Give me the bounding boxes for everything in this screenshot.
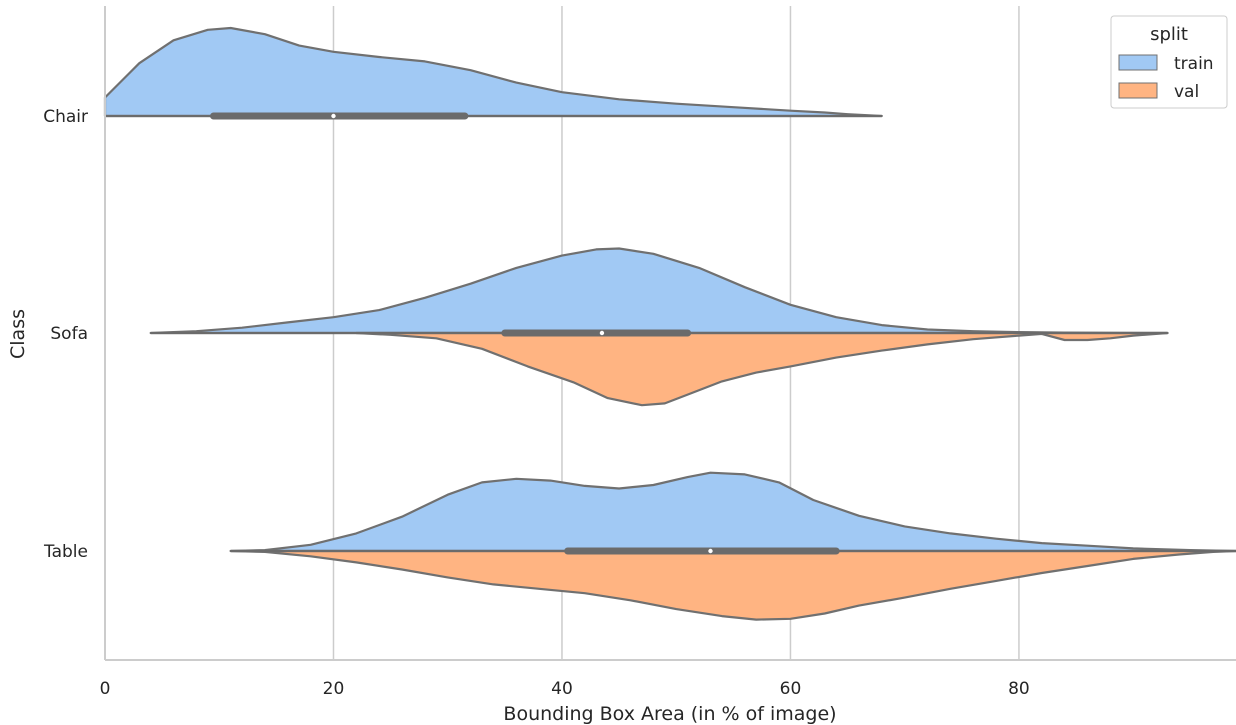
legend: split train val	[1110, 15, 1228, 109]
x-tick-label-0: 0	[100, 679, 111, 699]
x-axis-label: Bounding Box Area (in % of image)	[503, 703, 836, 725]
tick-layer: 0 20 40 60 80 Chair Sofa Table	[43, 107, 1030, 699]
y-tick-label-sofa: Sofa	[50, 324, 88, 344]
violin-sofa-train	[149, 247, 1169, 335]
legend-entry-val: val	[1174, 82, 1199, 102]
median-dot-sofa	[599, 330, 605, 336]
violin-table-val	[229, 549, 1236, 621]
x-tick-label-20: 20	[323, 679, 345, 699]
violin-chair-train	[103, 26, 883, 118]
violin-table-train	[229, 471, 1236, 553]
legend-swatch-train	[1118, 54, 1158, 71]
legend-entry-train: train	[1174, 54, 1214, 74]
median-dot-table	[708, 548, 713, 554]
violin-layer	[103, 26, 1236, 621]
legend-swatch-val	[1118, 82, 1158, 99]
x-tick-label-80: 80	[1008, 679, 1030, 699]
y-axis-label: Class	[7, 309, 29, 359]
frame-layer	[104, 6, 1236, 661]
x-tick-label-40: 40	[551, 679, 573, 699]
box-layer	[105, 112, 1236, 555]
violin-sofa-val	[355, 331, 1169, 407]
y-tick-label-table: Table	[43, 542, 88, 562]
legend-title: split	[1150, 24, 1188, 45]
y-tick-label-chair: Chair	[43, 107, 88, 127]
x-tick-label-60: 60	[780, 679, 802, 699]
median-dot-chair	[331, 113, 336, 119]
